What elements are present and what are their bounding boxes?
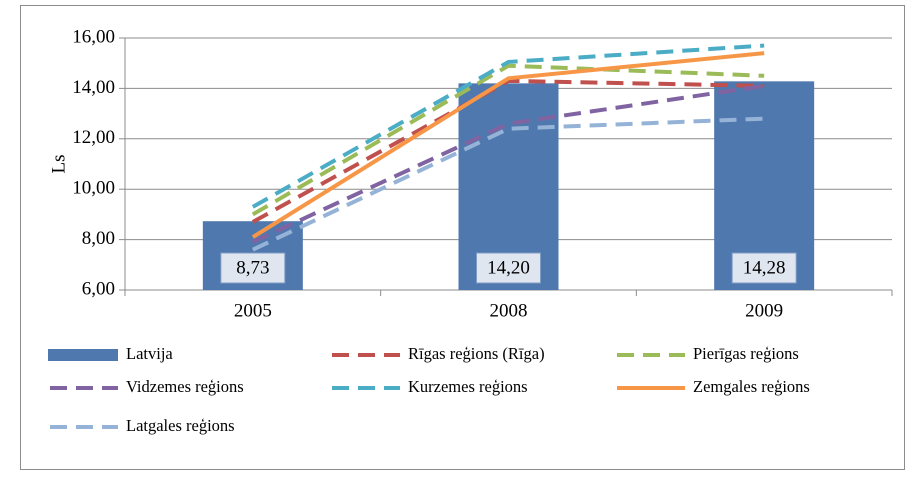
legend-swatch xyxy=(48,349,118,361)
x-tick-label: 2005 xyxy=(234,300,272,321)
value-label: 14,28 xyxy=(743,257,786,278)
value-label-box xyxy=(476,252,541,284)
legend-label: Rīgas reģions (Rīga) xyxy=(408,344,545,363)
x-tick-label: 2009 xyxy=(745,300,783,321)
y-axis-label: Ls xyxy=(48,155,69,174)
legend-label: Latgales reģions xyxy=(126,416,235,435)
value-label: 14,20 xyxy=(487,257,530,278)
legend-label: Pierīgas reģions xyxy=(693,344,799,363)
line xyxy=(251,78,765,224)
y-tick-label: 10,00 xyxy=(72,178,115,199)
y-tick-label: 8,00 xyxy=(82,228,115,249)
y-tick-label: 6,00 xyxy=(82,278,115,299)
x-tick-label: 2008 xyxy=(490,300,528,321)
legend-label: Zemgales reģions xyxy=(693,377,810,396)
y-tick-label: 14,00 xyxy=(72,77,115,98)
line xyxy=(251,43,765,209)
y-tick-label: 16,00 xyxy=(72,26,115,47)
line xyxy=(251,63,765,217)
legend-label: Kurzemes reģions xyxy=(408,377,528,396)
line xyxy=(251,83,765,244)
value-label-box xyxy=(220,252,286,284)
value-label-box xyxy=(731,252,797,284)
legend-label: Vidzemes reģions xyxy=(126,377,244,396)
value-label: 8,73 xyxy=(236,257,269,278)
y-tick-label: 12,00 xyxy=(72,127,115,148)
legend-label: Latvija xyxy=(126,344,173,363)
line xyxy=(251,51,765,239)
line xyxy=(251,116,765,252)
